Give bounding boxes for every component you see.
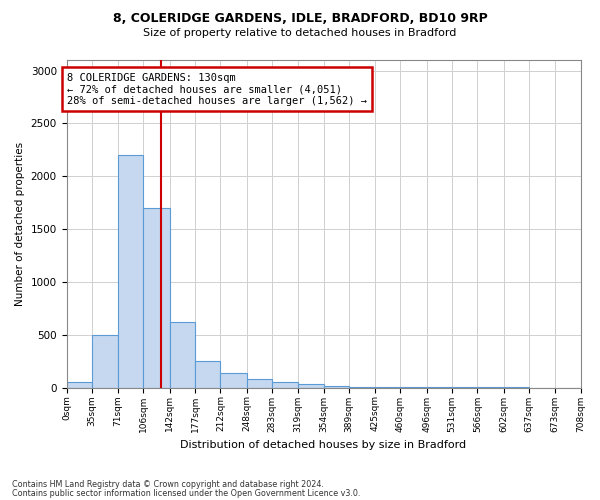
Bar <box>118 155 143 388</box>
Text: 8, COLERIDGE GARDENS, IDLE, BRADFORD, BD10 9RP: 8, COLERIDGE GARDENS, IDLE, BRADFORD, BD… <box>113 12 487 26</box>
Bar <box>195 361 220 388</box>
Bar <box>400 387 427 388</box>
Text: Contains public sector information licensed under the Open Government Licence v3: Contains public sector information licen… <box>12 488 361 498</box>
Bar <box>349 387 375 388</box>
Text: 8 COLERIDGE GARDENS: 130sqm
← 72% of detached houses are smaller (4,051)
28% of : 8 COLERIDGE GARDENS: 130sqm ← 72% of det… <box>67 72 367 106</box>
Bar <box>67 382 92 388</box>
Y-axis label: Number of detached properties: Number of detached properties <box>15 142 25 306</box>
Bar <box>272 382 298 388</box>
Bar <box>92 335 118 388</box>
Bar <box>220 373 247 388</box>
Bar <box>143 208 170 388</box>
Bar <box>298 384 323 388</box>
Bar <box>323 386 349 388</box>
Text: Contains HM Land Registry data © Crown copyright and database right 2024.: Contains HM Land Registry data © Crown c… <box>12 480 324 489</box>
X-axis label: Distribution of detached houses by size in Bradford: Distribution of detached houses by size … <box>181 440 467 450</box>
Text: Size of property relative to detached houses in Bradford: Size of property relative to detached ho… <box>143 28 457 38</box>
Bar <box>170 322 195 388</box>
Bar <box>247 379 272 388</box>
Bar <box>375 387 400 388</box>
